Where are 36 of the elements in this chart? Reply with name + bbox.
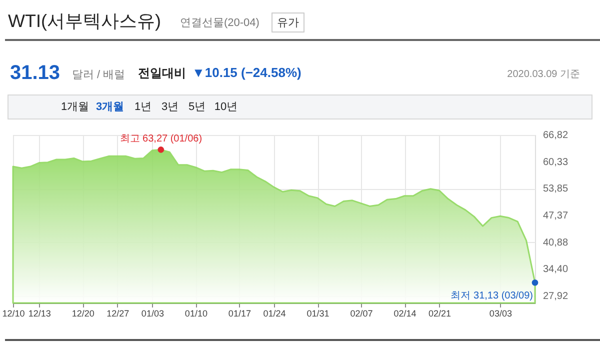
text: 3년 <box>161 101 179 113</box>
text: 1년 <box>134 101 152 113</box>
text: 10년 <box>214 101 238 113</box>
x-tick-label: 12/10 <box>2 308 25 318</box>
text: 1개월 <box>60 101 90 113</box>
y-tick-label: 66,82 <box>543 130 568 141</box>
text: 전일대비 <box>138 66 186 80</box>
x-tick-label: 01/03 <box>141 308 164 318</box>
x-tick-label: 01/24 <box>263 308 286 318</box>
x-tick-label: 12/13 <box>28 308 51 318</box>
y-tick-label: 40,88 <box>543 237 568 248</box>
x-tick-label: 02/21 <box>428 308 452 318</box>
annotation: 최고 63,27 (01/06) <box>120 134 202 145</box>
y-tick-label: 47,37 <box>543 210 568 222</box>
text: 31.13 <box>10 62 60 84</box>
text: 3개월 <box>96 101 124 113</box>
x-tick-label: 12/20 <box>72 308 94 318</box>
chart-title: WTI(서부텍사스유) <box>8 11 161 31</box>
x-tick-label: 02/14 <box>394 308 416 318</box>
y-tick-label: 53,85 <box>543 184 568 195</box>
text: 유가 <box>277 17 299 29</box>
chart-subtitle: 연결선물(20-04) <box>180 17 260 29</box>
y-tick-label: 27,92 <box>543 290 568 302</box>
x-tick-label: 02/07 <box>350 308 373 318</box>
text: ▼10.15 (−24.58%) <box>192 65 302 80</box>
x-tick-label: 01/31 <box>306 308 330 318</box>
x-tick-label: 12/27 <box>106 308 130 318</box>
text: 2020.03.09 기준 <box>507 69 580 80</box>
text: 5년 <box>188 101 206 113</box>
y-tick-label: 60,33 <box>543 156 568 168</box>
x-tick-label: 03/03 <box>489 308 512 318</box>
x-tick-label: 01/10 <box>184 308 208 318</box>
annotation: 최저 31,13 (03/09) <box>450 290 533 302</box>
x-tick-label: 01/17 <box>228 308 251 318</box>
y-tick-label: 34,40 <box>543 264 568 276</box>
text: 달러 / 배럴 <box>72 69 126 81</box>
